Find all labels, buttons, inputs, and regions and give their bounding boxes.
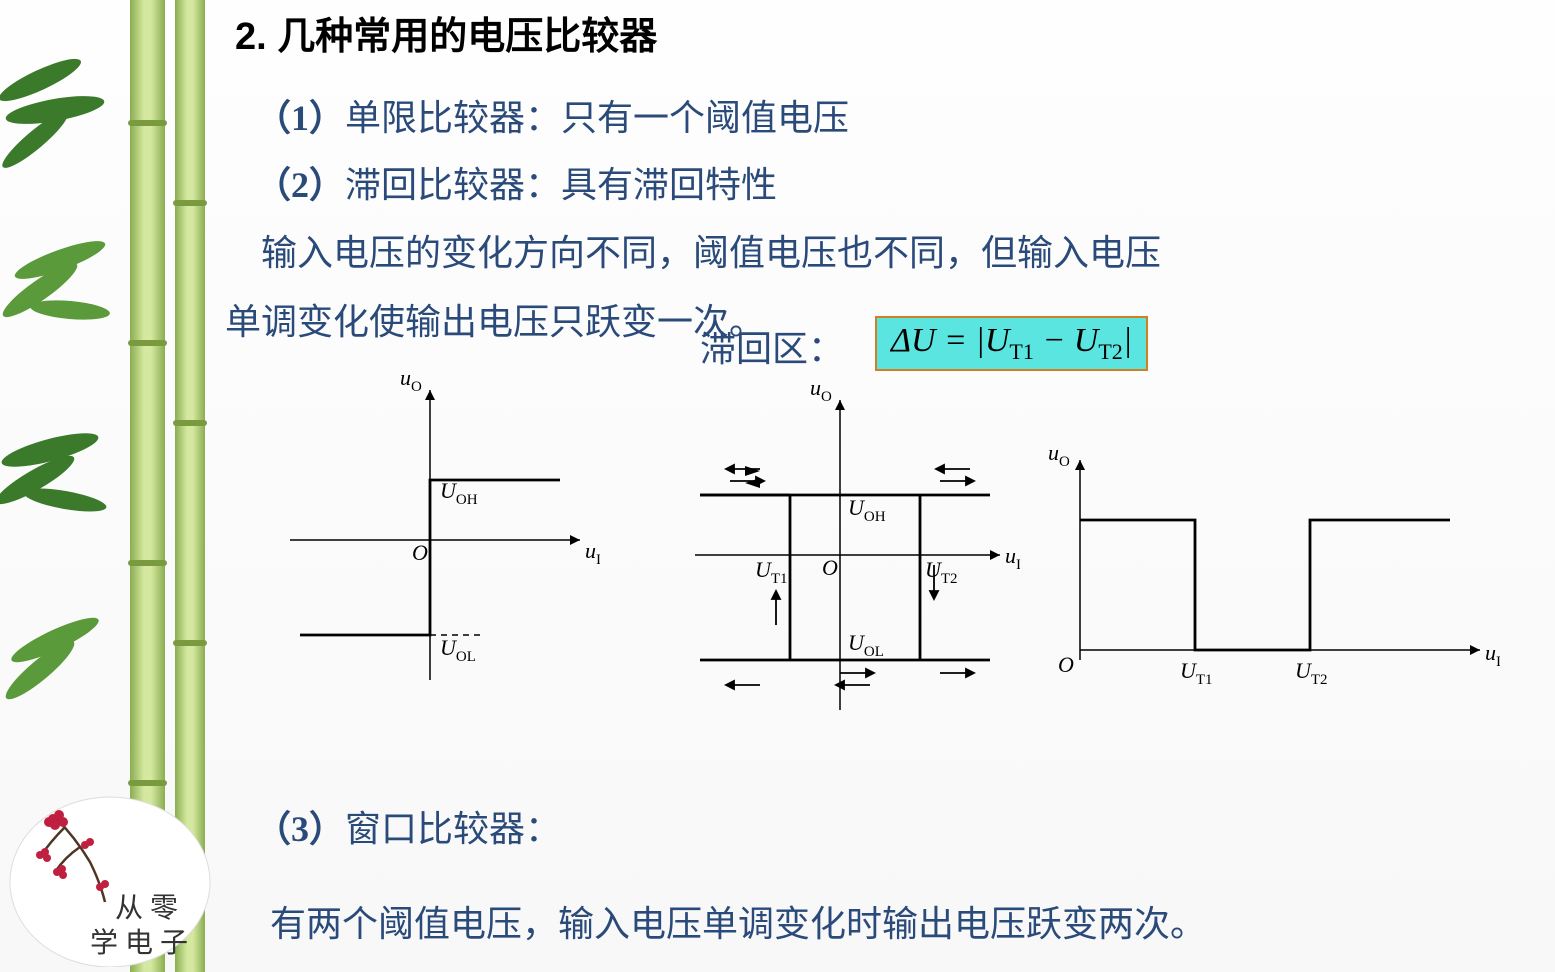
svg-text:uI: uI	[1485, 640, 1500, 670]
svg-text:UT2: UT2	[925, 557, 958, 587]
svg-text:O: O	[1058, 652, 1074, 677]
section-title: 2. 几种常用的电压比较器	[235, 5, 1545, 60]
svg-text:UOL: UOL	[848, 630, 884, 660]
item-2-text: 滞回比较器：具有滞回特性	[345, 165, 777, 205]
svg-text:uO: uO	[810, 380, 832, 405]
item-2-num: （2）	[255, 165, 345, 205]
item-3-desc: 有两个阈值电压，输入电压单调变化时输出电压跃变两次。	[270, 895, 1206, 947]
svg-text:uI: uI	[585, 538, 600, 568]
svg-text:UOL: UOL	[440, 635, 476, 665]
item-1-text: 单限比较器：只有一个阈值电压	[345, 98, 849, 138]
chart-hysteresis: uO uI O UOH UOL UT1 UT2	[660, 380, 1020, 740]
svg-text:uO: uO	[1048, 440, 1070, 470]
item-3-num: （3）	[255, 809, 345, 849]
svg-text:UOH: UOH	[848, 495, 886, 525]
main-content: 2. 几种常用的电压比较器 （1）单限比较器：只有一个阈值电压 （2）滞回比较器…	[235, 5, 1545, 360]
svg-text:uO: uO	[400, 370, 422, 395]
charts-container: uO uI O UOH UOL	[260, 370, 1510, 750]
logo-badge: 从 零 学 电 子	[5, 787, 215, 967]
item-3: （3）窗口比较器：	[255, 800, 561, 852]
svg-text:O: O	[412, 540, 428, 565]
item-2-desc-1: 输入电压的变化方向不同，阈值电压也不同，但输入电压	[225, 222, 1545, 285]
svg-text:UOH: UOH	[440, 478, 478, 508]
svg-text:UT1: UT1	[1180, 658, 1213, 688]
svg-text:UT1: UT1	[755, 557, 788, 587]
svg-text:UT2: UT2	[1295, 658, 1328, 688]
item-3-text: 窗口比较器：	[345, 809, 561, 849]
item-1-num: （1）	[255, 98, 345, 138]
svg-text:uI: uI	[1005, 543, 1020, 573]
item-2-desc-2: 单调变化使输出电压只跃变一次。	[225, 291, 1545, 354]
svg-text:O: O	[822, 555, 838, 580]
chart-single-threshold: uO uI O UOH UOL	[260, 370, 600, 710]
chart-window: uO uI O UT1 UT2	[1040, 440, 1500, 720]
logo-line2: 学 电 子	[90, 927, 188, 959]
item-2: （2）滞回比较器：具有滞回特性	[255, 155, 1545, 216]
item-1: （1）单限比较器：只有一个阈值电压	[255, 88, 1545, 149]
logo-line1: 从 零	[115, 893, 178, 924]
